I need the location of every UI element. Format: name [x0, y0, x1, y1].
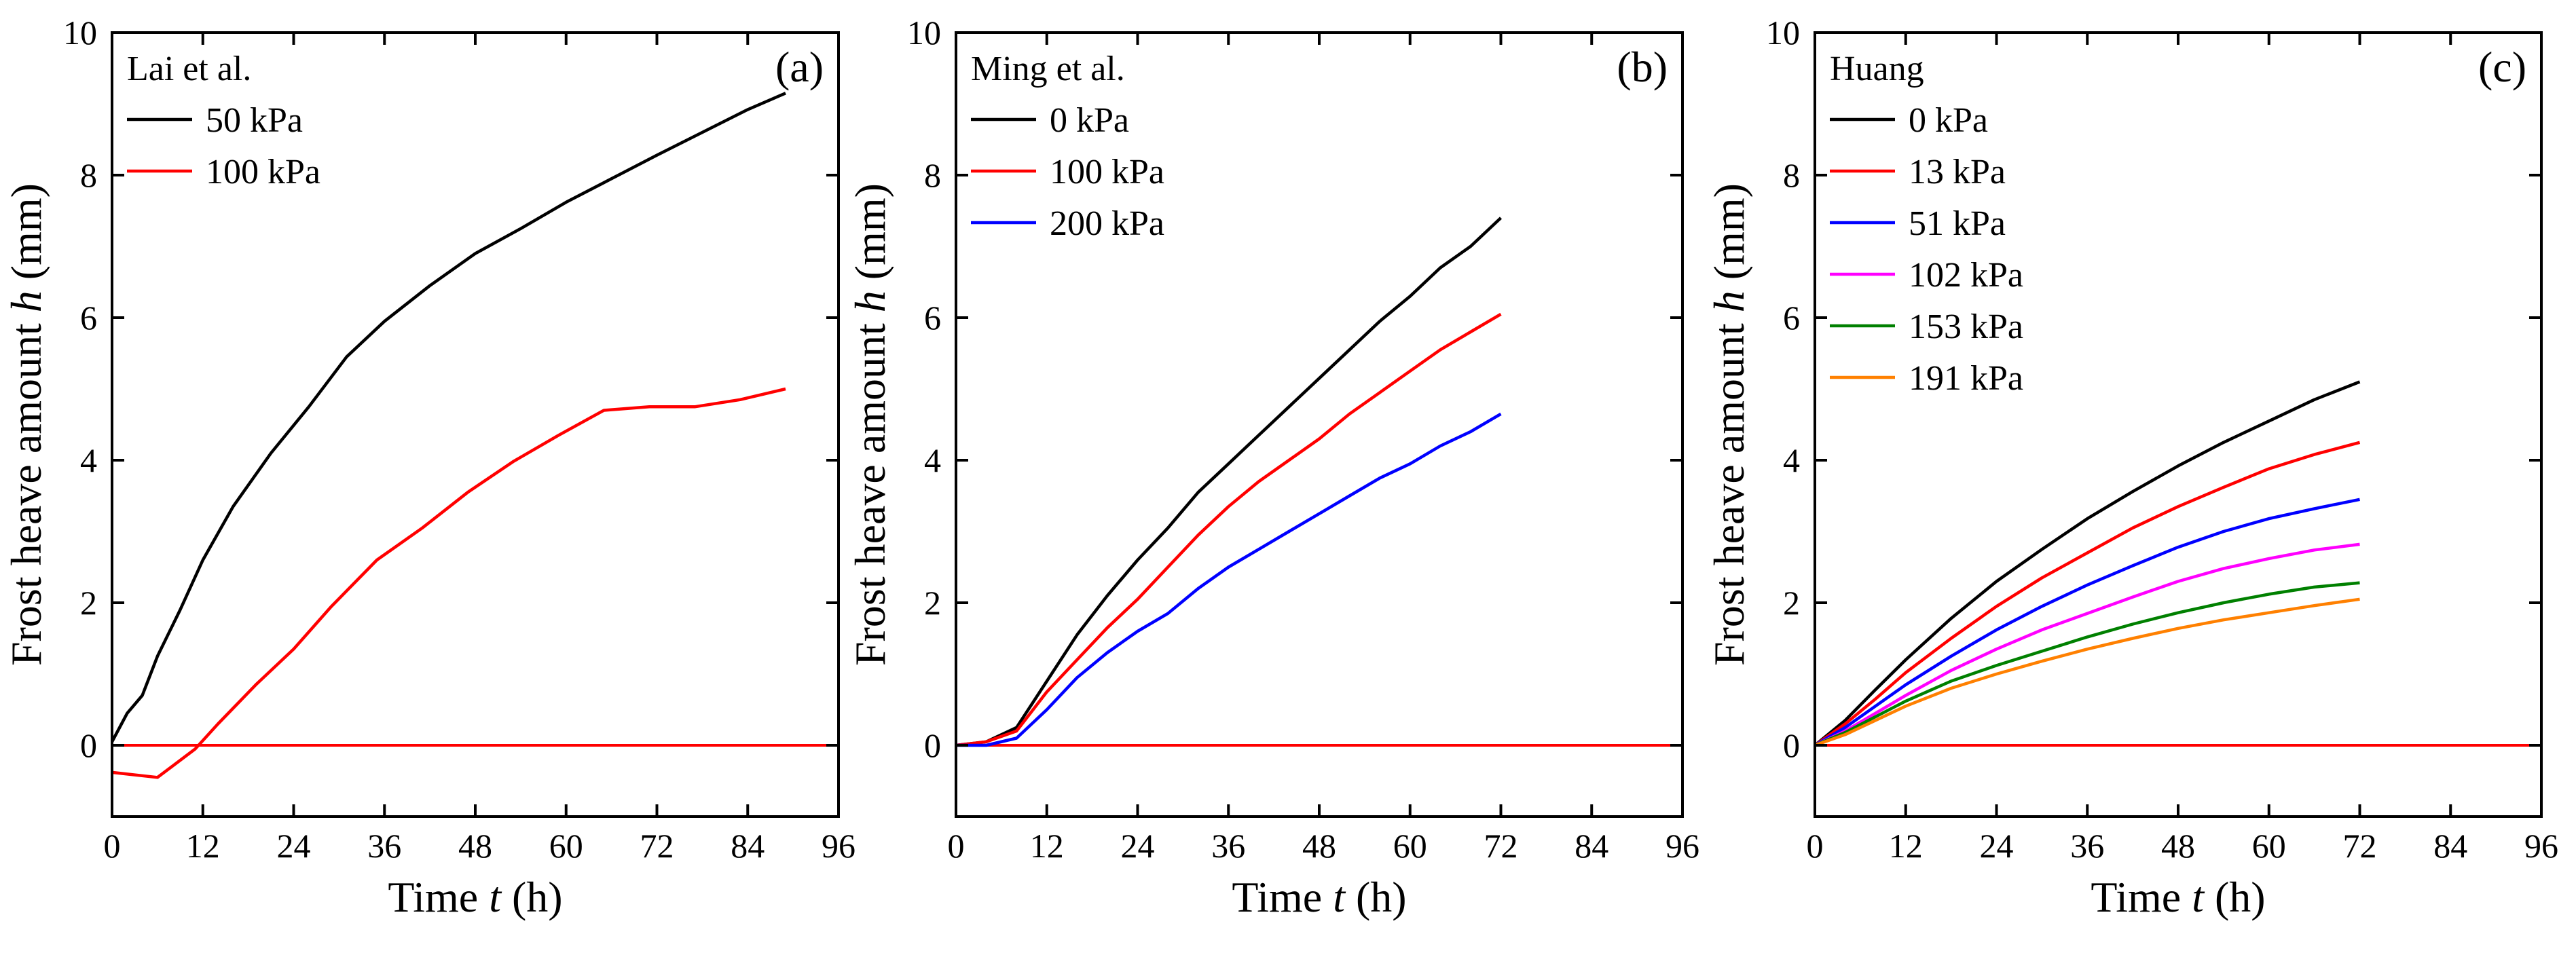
x-tick-label: 96: [1666, 827, 1699, 865]
legend-entry-label: 100 kPa: [1050, 153, 1164, 191]
x-tick-label: 12: [1889, 827, 1923, 865]
x-tick-label: 72: [640, 827, 674, 865]
y-tick-label: 4: [80, 441, 97, 479]
x-axis-label: Time t (h): [2091, 873, 2265, 921]
legend-entry-label: 102 kPa: [1909, 256, 2023, 295]
legend-entry-label: 153 kPa: [1909, 307, 2023, 346]
x-tick-label: 0: [104, 827, 121, 865]
legend-entry-label: 0 kPa: [1050, 101, 1129, 140]
x-tick-label: 96: [822, 827, 855, 865]
panel-label: (a): [775, 43, 824, 91]
x-tick-label: 0: [948, 827, 965, 865]
series-line-0-kpa: [955, 217, 1503, 747]
y-tick-label: 10: [63, 14, 97, 52]
series-line-191-kpa: [1814, 597, 2360, 747]
legend-title: Huang: [1830, 50, 1924, 88]
y-tick-label: 8: [924, 156, 941, 194]
y-tick-label: 8: [1783, 156, 1800, 194]
legend-entry-label: 50 kPa: [206, 101, 303, 140]
x-tick-label: 84: [2433, 827, 2467, 865]
y-tick-label: 2: [924, 584, 941, 622]
legend: Huang 0 kPa 13 kPa 51 kPa 102 kPa 153 kPa 191 …: [1830, 50, 2023, 398]
y-axis-label: Frost heave amount h (mm): [846, 183, 894, 666]
series-line-51-kpa: [1814, 498, 2360, 747]
y-tick-label: 6: [80, 299, 97, 337]
x-axis-label: Time t (h): [388, 873, 562, 921]
x-tick-label: 84: [731, 827, 765, 865]
series-line-102-kpa: [1814, 542, 2360, 747]
series-line-13-kpa: [1814, 441, 2361, 747]
y-tick-label: 0: [80, 726, 97, 764]
x-tick-label: 24: [1980, 827, 2014, 865]
series-line-153-kpa: [1814, 581, 2360, 747]
x-tick-label: 24: [277, 827, 311, 865]
y-tick-label: 4: [1783, 441, 1800, 479]
series-line-50-kpa: [111, 92, 786, 743]
x-tick-label: 36: [2070, 827, 2104, 865]
x-tick-label: 24: [1121, 827, 1155, 865]
x-tick-label: 72: [1484, 827, 1518, 865]
legend-entry-label: 0 kPa: [1909, 101, 1988, 140]
legend-entry-label: 200 kPa: [1050, 204, 1164, 243]
x-tick-label: 36: [1211, 827, 1245, 865]
y-axis-label: Frost heave amount h (mm): [2, 183, 50, 666]
legend-entry-label: 51 kPa: [1909, 204, 2006, 243]
y-tick-label: 6: [1783, 299, 1800, 337]
series-line-0-kpa: [1814, 380, 2361, 747]
x-tick-label: 48: [1302, 827, 1336, 865]
y-axis-label: Frost heave amount h (mm): [1705, 183, 1753, 666]
legend-title: Ming et al.: [971, 50, 1125, 88]
panel-label: (b): [1617, 43, 1668, 91]
legend: Lai et al. 50 kPa 100 kPa: [127, 50, 320, 191]
x-tick-label: 0: [1807, 827, 1824, 865]
x-tick-label: 60: [549, 827, 583, 865]
y-tick-label: 0: [1783, 726, 1800, 764]
series-line-100-kpa: [955, 312, 1502, 747]
x-tick-label: 96: [2524, 827, 2558, 865]
legend: Ming et al. 0 kPa 100 kPa 200 kPa: [971, 50, 1164, 243]
x-tick-label: 36: [367, 827, 401, 865]
legend-entry-label: 191 kPa: [1909, 359, 2023, 398]
y-tick-label: 6: [924, 299, 941, 337]
x-tick-label: 72: [2343, 827, 2377, 865]
x-tick-label: 84: [1575, 827, 1608, 865]
y-tick-label: 2: [80, 584, 97, 622]
panel-label: (c): [2478, 43, 2526, 91]
x-tick-label: 12: [1030, 827, 1064, 865]
series-line-100-kpa: [111, 387, 786, 779]
x-tick-label: 48: [2161, 827, 2195, 865]
y-tick-label: 4: [924, 441, 941, 479]
plot-frame: [955, 31, 1684, 818]
y-tick-label: 10: [1766, 14, 1800, 52]
y-tick-label: 8: [80, 156, 97, 194]
plot-frame: [111, 31, 840, 818]
legend-entry-label: 100 kPa: [206, 153, 320, 191]
x-tick-label: 60: [1393, 827, 1427, 865]
x-tick-label: 48: [458, 827, 492, 865]
legend-title: Lai et al.: [127, 50, 251, 88]
y-tick-label: 10: [907, 14, 941, 52]
y-tick-label: 2: [1783, 584, 1800, 622]
legend-entry-label: 13 kPa: [1909, 153, 2006, 191]
x-tick-label: 60: [2252, 827, 2286, 865]
series-line-200-kpa: [956, 412, 1502, 747]
x-axis-label: Time t (h): [1232, 873, 1406, 921]
y-tick-label: 0: [924, 726, 941, 764]
x-tick-label: 12: [186, 827, 220, 865]
